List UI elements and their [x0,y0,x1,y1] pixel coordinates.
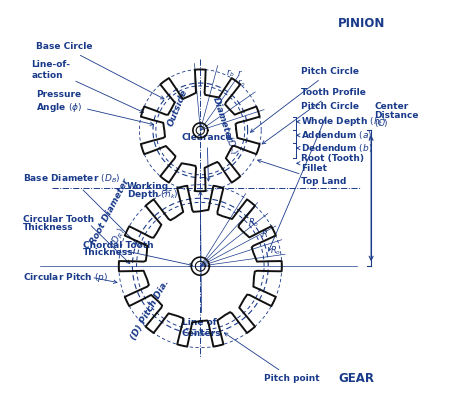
Text: Pitch point: Pitch point [225,333,320,383]
Text: Circular Pitch $(p)$: Circular Pitch $(p)$ [23,271,109,284]
Text: Circular Tooth: Circular Tooth [23,215,94,224]
Text: $r_o$: $r_o$ [237,77,246,89]
Text: Pressure
Angle $(\phi)$: Pressure Angle $(\phi)$ [36,90,153,126]
Text: (D) Pitch Dia.: (D) Pitch Dia. [129,279,171,342]
Text: Depth $(h_k)$: Depth $(h_k)$ [127,188,179,201]
Text: Thickness: Thickness [23,223,74,232]
Text: $(D_R)$: $(D_R)$ [108,225,128,249]
Text: Chordal Tooth: Chordal Tooth [83,241,153,250]
Text: Root Diameter: Root Diameter [89,177,131,246]
Text: Pitch Circle: Pitch Circle [250,67,359,132]
Text: $(D_o)$: $(D_o)$ [222,134,240,156]
Text: Top Land: Top Land [257,159,346,186]
Text: $R$: $R$ [261,228,268,239]
Text: Pitch Circle: Pitch Circle [268,102,359,251]
Text: Base Diameter $(D_B)$: Base Diameter $(D_B)$ [23,173,137,244]
Text: Center: Center [374,102,408,112]
Text: Clearance: Clearance [182,133,232,181]
Text: GEAR: GEAR [338,372,374,385]
Text: $R_o$: $R_o$ [270,244,281,257]
Text: Diameter: Diameter [212,96,234,144]
Text: $r_b$: $r_b$ [226,68,235,79]
Text: Root (Tooth)
Fillet: Root (Tooth) Fillet [297,154,364,173]
Text: Distance: Distance [374,111,418,120]
Text: Tooth Profile: Tooth Profile [262,88,366,144]
Text: $(C)$: $(C)$ [374,117,388,129]
Text: Thickness: Thickness [83,248,134,257]
Text: $r$: $r$ [237,68,243,78]
Text: $R_b$: $R_b$ [248,217,259,229]
Text: Working: Working [127,182,169,191]
Text: Addendum $(a)$: Addendum $(a)$ [297,129,373,141]
Text: Base Circle: Base Circle [36,42,164,99]
Text: Whole Depth $(h_t)$: Whole Depth $(h_t)$ [297,115,387,128]
Text: Line of
Centers: Line of Centers [182,192,221,337]
Text: Line-of-
action: Line-of- action [32,60,144,112]
Text: Outside: Outside [166,88,189,128]
Text: Dedendum $(b)$: Dedendum $(b)$ [297,142,373,154]
Text: PINION: PINION [338,17,386,30]
